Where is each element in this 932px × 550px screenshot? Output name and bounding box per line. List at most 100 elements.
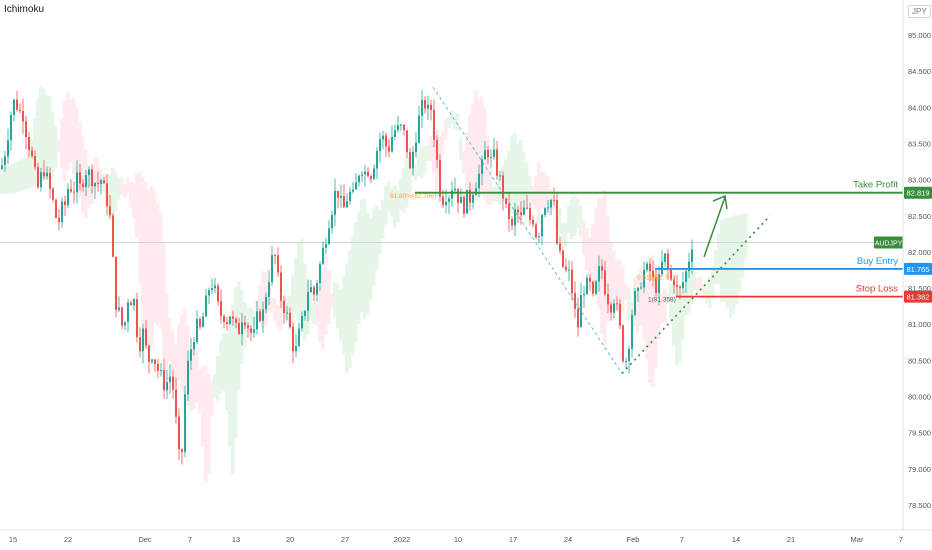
candle[interactable] [472,191,474,209]
analysis-drawings[interactable] [432,86,771,374]
candle[interactable] [217,283,219,306]
candle[interactable] [283,295,285,324]
y-axis[interactable]: 85.000 84.500 84.000 83.500 83.000 82.500 82.0… [902,0,931,530]
candle[interactable] [643,261,645,294]
candle[interactable] [406,130,408,159]
candle[interactable] [418,105,420,144]
candle[interactable] [658,265,660,306]
candle[interactable] [268,270,270,306]
candle[interactable] [385,132,387,157]
candle[interactable] [4,150,6,172]
candle[interactable] [250,325,252,341]
candle[interactable] [31,146,33,159]
candle[interactable] [496,140,498,180]
candle[interactable] [667,248,669,280]
candle[interactable] [448,195,450,215]
candle[interactable] [454,177,456,192]
candle[interactable] [277,247,279,277]
candle[interactable] [388,138,390,158]
candle[interactable] [169,364,171,394]
candle[interactable] [202,312,204,328]
candle[interactable] [34,150,36,171]
candle[interactable] [556,191,558,246]
candle[interactable] [568,260,570,282]
candle[interactable] [133,297,135,311]
candle[interactable] [310,280,312,293]
candle[interactable] [628,345,630,374]
candle[interactable] [646,261,648,273]
candle[interactable] [349,186,351,206]
indicator-label[interactable]: Ichimoku [4,4,45,15]
candle[interactable] [253,316,255,338]
candle[interactable] [670,264,672,282]
level-take-profit[interactable]: Take Profit 82.819 [415,180,932,199]
candle[interactable] [613,299,615,319]
candle[interactable] [403,124,405,136]
candle[interactable] [172,370,174,399]
candle[interactable] [256,300,258,335]
candle[interactable] [127,298,129,333]
candle[interactable] [1,158,3,171]
candle[interactable] [337,190,339,209]
candle[interactable] [94,181,96,200]
candle[interactable] [58,209,60,231]
candle[interactable] [367,167,369,178]
candle[interactable] [355,173,357,190]
candle[interactable] [361,171,363,183]
candle[interactable] [148,344,150,374]
candle[interactable] [301,311,303,332]
candle[interactable] [175,377,177,424]
candle[interactable] [166,370,168,399]
candle[interactable] [394,124,396,140]
candle[interactable] [523,199,525,216]
candle[interactable] [682,271,684,294]
candle[interactable] [40,167,42,192]
candle[interactable] [61,197,63,228]
candle[interactable] [478,164,480,198]
candle[interactable] [520,201,522,225]
candle[interactable] [505,198,507,209]
candle[interactable] [313,285,315,302]
candle[interactable] [427,95,429,120]
candle[interactable] [163,358,165,399]
candle[interactable] [298,322,300,348]
candle[interactable] [379,132,381,163]
candle[interactable] [622,323,624,364]
candle[interactable] [499,171,501,181]
candle[interactable] [595,279,597,296]
candle[interactable] [517,205,519,223]
candle[interactable] [76,160,78,204]
candle[interactable] [73,181,75,204]
candle[interactable] [664,253,666,267]
candle[interactable] [280,265,282,309]
candle[interactable] [358,174,360,187]
candle[interactable] [85,170,87,196]
level-buy-entry[interactable]: Buy Entry 81.765 [655,256,932,275]
candle[interactable] [685,268,687,293]
candle[interactable] [673,275,675,294]
candle[interactable] [346,193,348,209]
candle[interactable] [424,96,426,114]
candle[interactable] [688,252,690,279]
candle[interactable] [157,359,159,379]
candle[interactable] [376,147,378,180]
candle[interactable] [637,286,639,302]
candle[interactable] [391,125,393,153]
candle[interactable] [28,131,30,158]
candle[interactable] [691,239,693,274]
candle[interactable] [259,308,261,323]
candle[interactable] [22,98,24,135]
candle[interactable] [487,145,489,164]
candle[interactable] [130,300,132,306]
candle[interactable] [46,166,48,180]
candle[interactable] [574,281,576,319]
candle[interactable] [325,237,327,254]
candle[interactable] [493,137,495,160]
candle[interactable] [553,187,555,206]
candle[interactable] [106,174,108,216]
candle[interactable] [412,146,414,176]
candle[interactable] [223,313,225,329]
candle[interactable] [91,164,93,194]
candle[interactable] [586,274,588,295]
